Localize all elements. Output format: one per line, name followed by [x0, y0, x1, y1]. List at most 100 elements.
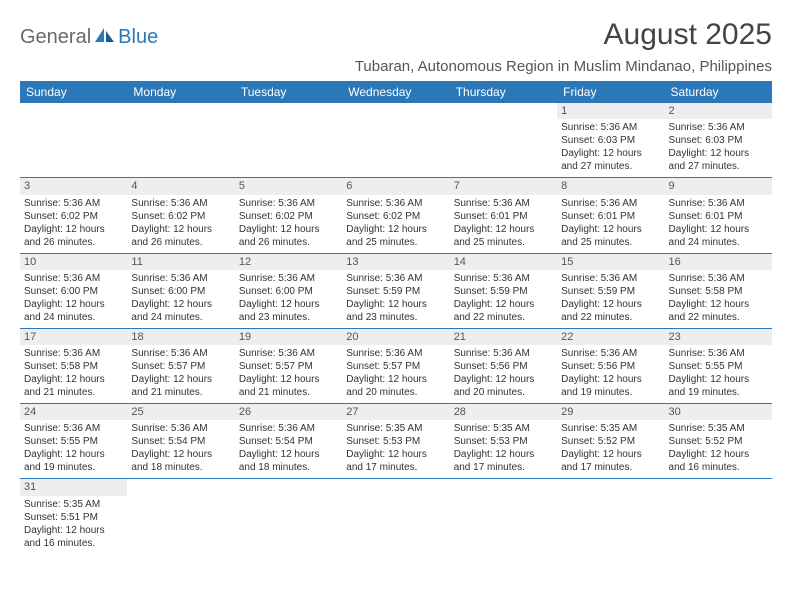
day-info-line: Sunset: 5:59 PM [561, 285, 660, 298]
day-info-line: Sunset: 5:58 PM [669, 285, 768, 298]
day-number-row: 24252627282930 [20, 404, 772, 421]
day-number-cell: 28 [450, 404, 557, 421]
day-info-line: and 23 minutes. [239, 311, 338, 324]
day-info-line: and 22 minutes. [669, 311, 768, 324]
day-info-line: Sunset: 5:56 PM [454, 360, 553, 373]
month-title: August 2025 [355, 18, 772, 52]
day-info-line: and 24 minutes. [24, 311, 123, 324]
day-info-line: Sunrise: 5:36 AM [239, 272, 338, 285]
day-info-line: Daylight: 12 hours [561, 223, 660, 236]
day-info-line: and 17 minutes. [561, 461, 660, 474]
day-info-line: Daylight: 12 hours [346, 223, 445, 236]
day-info-line: Sunrise: 5:36 AM [239, 197, 338, 210]
day-info-line: Sunrise: 5:35 AM [24, 498, 123, 511]
day-content-cell [450, 496, 557, 554]
day-content-cell [665, 496, 772, 554]
day-info-line: and 26 minutes. [24, 236, 123, 249]
day-number-cell: 31 [20, 479, 127, 496]
day-info-line: Daylight: 12 hours [454, 298, 553, 311]
day-info-line: Daylight: 12 hours [454, 448, 553, 461]
day-info-line: Sunrise: 5:36 AM [346, 272, 445, 285]
day-content-row: Sunrise: 5:36 AMSunset: 6:02 PMDaylight:… [20, 195, 772, 254]
day-info-line: Sunrise: 5:36 AM [454, 197, 553, 210]
day-info-line: Sunrise: 5:36 AM [131, 197, 230, 210]
day-info-line: Sunrise: 5:35 AM [454, 422, 553, 435]
day-info-line: and 21 minutes. [24, 386, 123, 399]
day-info-line: Sunrise: 5:36 AM [561, 272, 660, 285]
day-info-line: Sunrise: 5:36 AM [24, 422, 123, 435]
day-info-line: Daylight: 12 hours [239, 298, 338, 311]
day-content-cell: Sunrise: 5:36 AMSunset: 6:01 PMDaylight:… [557, 195, 664, 254]
day-info-line: Daylight: 12 hours [24, 524, 123, 537]
day-content-cell [342, 496, 449, 554]
day-info-line: Sunrise: 5:36 AM [131, 347, 230, 360]
day-info-line: Sunrise: 5:36 AM [669, 272, 768, 285]
day-number-cell: 10 [20, 253, 127, 270]
day-content-cell [20, 119, 127, 178]
day-info-line: Sunrise: 5:36 AM [346, 347, 445, 360]
day-info-line: and 26 minutes. [131, 236, 230, 249]
weekday-header: Friday [557, 81, 664, 103]
day-info-line: and 27 minutes. [669, 160, 768, 173]
day-info-line: Sunset: 5:55 PM [24, 435, 123, 448]
day-content-cell: Sunrise: 5:36 AMSunset: 6:01 PMDaylight:… [665, 195, 772, 254]
day-content-cell: Sunrise: 5:36 AMSunset: 5:59 PMDaylight:… [450, 270, 557, 329]
day-number-cell: 3 [20, 178, 127, 195]
day-number-row: 17181920212223 [20, 328, 772, 345]
day-info-line: Sunrise: 5:36 AM [669, 347, 768, 360]
day-info-line: Sunrise: 5:36 AM [454, 347, 553, 360]
day-number-cell: 9 [665, 178, 772, 195]
day-content-cell: Sunrise: 5:36 AMSunset: 5:57 PMDaylight:… [342, 345, 449, 404]
day-number-cell [235, 103, 342, 119]
day-info-line: Sunset: 6:00 PM [239, 285, 338, 298]
day-content-cell: Sunrise: 5:36 AMSunset: 6:02 PMDaylight:… [235, 195, 342, 254]
day-content-cell: Sunrise: 5:36 AMSunset: 5:58 PMDaylight:… [665, 270, 772, 329]
location-subtitle: Tubaran, Autonomous Region in Muslim Min… [355, 58, 772, 75]
day-content-cell [235, 496, 342, 554]
day-info-line: Sunset: 6:02 PM [346, 210, 445, 223]
day-info-line: and 22 minutes. [561, 311, 660, 324]
day-info-line: Sunset: 5:54 PM [239, 435, 338, 448]
day-number-cell: 20 [342, 328, 449, 345]
weekday-header: Saturday [665, 81, 772, 103]
day-info-line: Daylight: 12 hours [131, 373, 230, 386]
day-number-cell: 18 [127, 328, 234, 345]
day-info-line: Sunrise: 5:36 AM [239, 347, 338, 360]
day-info-line: Daylight: 12 hours [24, 448, 123, 461]
day-content-cell: Sunrise: 5:36 AMSunset: 5:54 PMDaylight:… [127, 420, 234, 479]
day-content-cell: Sunrise: 5:35 AMSunset: 5:52 PMDaylight:… [665, 420, 772, 479]
day-content-cell: Sunrise: 5:36 AMSunset: 6:00 PMDaylight:… [20, 270, 127, 329]
header: General Blue August 2025 Tubaran, Autono… [20, 18, 772, 75]
day-content-cell: Sunrise: 5:36 AMSunset: 5:54 PMDaylight:… [235, 420, 342, 479]
day-info-line: Sunset: 5:56 PM [561, 360, 660, 373]
day-number-cell: 29 [557, 404, 664, 421]
day-info-line: and 20 minutes. [454, 386, 553, 399]
day-number-cell: 2 [665, 103, 772, 119]
day-content-cell: Sunrise: 5:36 AMSunset: 5:57 PMDaylight:… [235, 345, 342, 404]
logo: General Blue [20, 26, 158, 49]
day-number-cell [557, 479, 664, 496]
day-info-line: Daylight: 12 hours [239, 448, 338, 461]
day-content-cell: Sunrise: 5:36 AMSunset: 5:55 PMDaylight:… [20, 420, 127, 479]
day-content-cell: Sunrise: 5:36 AMSunset: 6:02 PMDaylight:… [127, 195, 234, 254]
day-number-cell [665, 479, 772, 496]
day-info-line: Sunset: 5:58 PM [24, 360, 123, 373]
day-info-line: Sunset: 5:51 PM [24, 511, 123, 524]
day-content-cell: Sunrise: 5:36 AMSunset: 5:59 PMDaylight:… [342, 270, 449, 329]
day-number-cell: 16 [665, 253, 772, 270]
day-number-cell: 6 [342, 178, 449, 195]
day-info-line: Sunset: 6:01 PM [454, 210, 553, 223]
day-info-line: Daylight: 12 hours [561, 147, 660, 160]
day-number-cell [127, 479, 234, 496]
calendar-table: SundayMondayTuesdayWednesdayThursdayFrid… [20, 81, 772, 554]
day-number-cell: 27 [342, 404, 449, 421]
day-info-line: Sunrise: 5:36 AM [24, 272, 123, 285]
day-info-line: Sunset: 6:00 PM [131, 285, 230, 298]
title-block: August 2025 Tubaran, Autonomous Region i… [355, 18, 772, 75]
day-number-cell [342, 479, 449, 496]
weekday-header: Sunday [20, 81, 127, 103]
day-content-row: Sunrise: 5:36 AMSunset: 6:03 PMDaylight:… [20, 119, 772, 178]
day-info-line: Sunrise: 5:35 AM [346, 422, 445, 435]
day-info-line: Daylight: 12 hours [346, 373, 445, 386]
day-content-row: Sunrise: 5:36 AMSunset: 6:00 PMDaylight:… [20, 270, 772, 329]
